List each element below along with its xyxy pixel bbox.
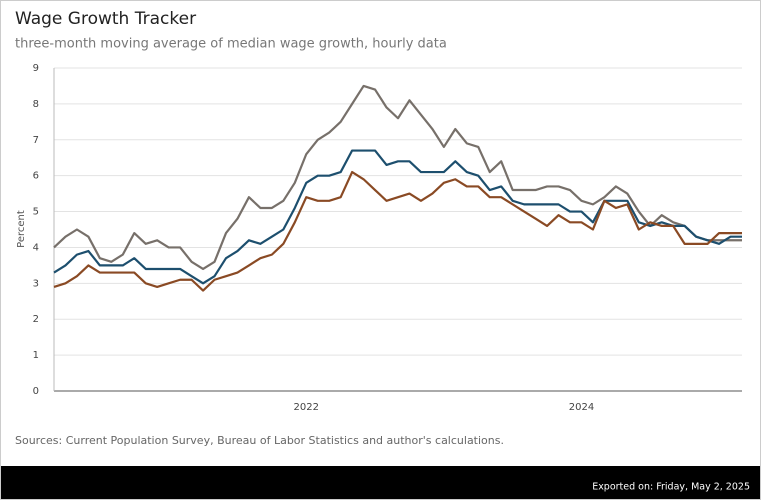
x-tick-label: 2024 [569,402,594,413]
series-line [53,84,742,271]
export-note: Exported on: Friday, May 2, 2025 [592,482,750,493]
y-tick-label: 9 [33,63,39,74]
chart-title: Wage Growth Tracker [15,9,196,29]
series-line [53,149,742,285]
y-tick-label: 6 [33,171,39,182]
y-tick-label: 7 [33,135,39,146]
y-tick-label: 8 [33,99,39,110]
y-tick-label: 0 [33,386,39,397]
y-tick-label: 2 [33,314,39,325]
x-tick-label: 2022 [294,402,319,413]
series-line [53,170,742,292]
y-tick-label: 1 [33,350,39,361]
source-note: Sources: Current Population Survey, Bure… [15,434,504,447]
y-tick-label: 5 [33,207,39,218]
footer-bar [1,466,760,499]
chart-subtitle: three-month moving average of median wag… [15,37,447,52]
y-axis-label: Percent [16,210,27,248]
y-tick-label: 3 [33,278,39,289]
y-tick-label: 4 [33,242,39,253]
